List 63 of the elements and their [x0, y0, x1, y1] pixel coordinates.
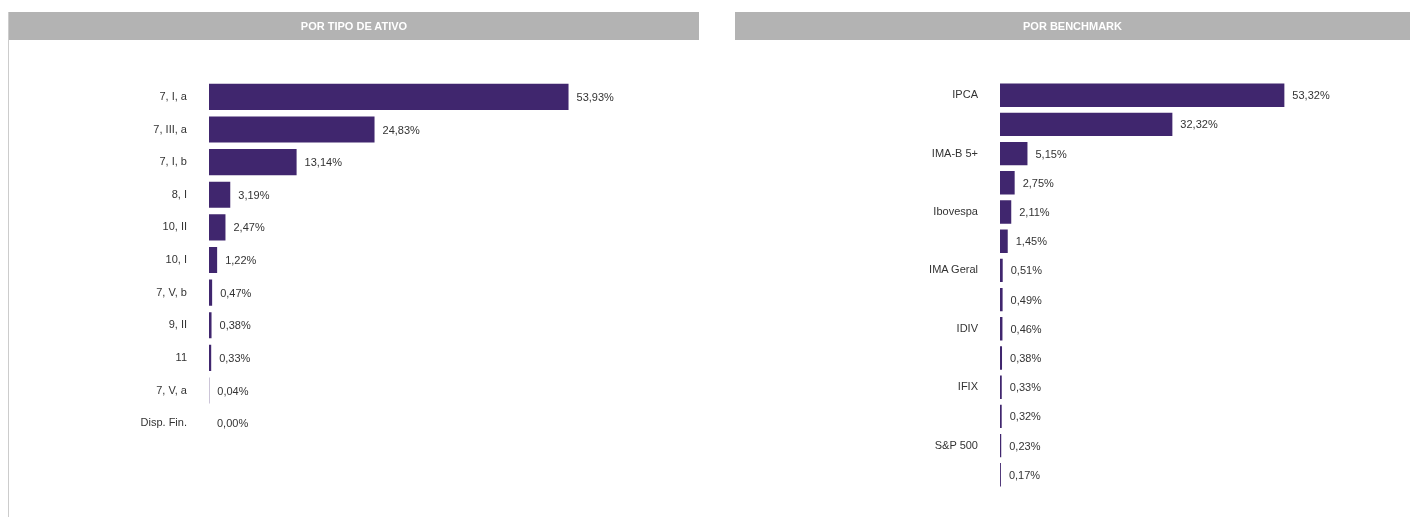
y-tick-label: Ibovespa	[933, 205, 979, 218]
data-label: 0,47%	[220, 286, 252, 299]
y-tick-label: IDIV	[956, 321, 979, 334]
bar	[1000, 258, 1003, 283]
y-tick-label: 10, I	[165, 253, 187, 266]
data-label: 0,38%	[219, 319, 251, 332]
y-tick-label: 11	[175, 350, 187, 363]
bar	[209, 149, 297, 176]
y-tick-label: 7, III, a	[153, 122, 188, 135]
bar	[209, 116, 375, 143]
data-label: 32,32%	[1180, 118, 1218, 131]
y-tick-label: 10, II	[162, 220, 187, 233]
data-label: 0,49%	[1010, 293, 1043, 306]
bar	[1000, 112, 1173, 137]
data-label: 2,47%	[233, 221, 265, 234]
y-tick-label: S&P 500	[934, 438, 978, 451]
chart-title: POR TIPO DE ATIVO	[9, 12, 699, 40]
data-label: 24,83%	[382, 123, 421, 136]
bar	[209, 344, 212, 371]
data-label: 0,38%	[1010, 352, 1042, 365]
data-label: 13,14%	[304, 156, 343, 169]
bar	[1000, 346, 1003, 370]
bar	[209, 214, 226, 241]
data-label: 0,32%	[1009, 410, 1042, 423]
bar	[1000, 287, 1003, 312]
data-label: 53,93%	[576, 90, 615, 103]
y-tick-label: 8, I	[171, 187, 187, 200]
data-label: 0,33%	[219, 351, 251, 364]
data-label: 0,33%	[1009, 381, 1042, 394]
bar	[209, 279, 213, 306]
bar	[209, 83, 569, 110]
data-label: 0,17%	[1008, 468, 1041, 481]
data-label: 2,11%	[1019, 206, 1050, 219]
data-label: 0,51%	[1010, 264, 1043, 277]
bar	[209, 312, 212, 339]
data-label: 2,75%	[1022, 176, 1055, 189]
bar	[209, 181, 231, 208]
y-tick-label: IPCA	[952, 88, 979, 101]
y-tick-label: IFIX	[957, 380, 979, 393]
y-tick-label: 7, V, b	[156, 285, 187, 298]
y-tick-label: IMA Geral	[929, 263, 978, 276]
bar	[1000, 229, 1008, 253]
y-tick-label: IMA-B 5+	[931, 146, 978, 159]
y-tick-label: 9, II	[168, 318, 187, 331]
data-label: 0,04%	[217, 384, 249, 397]
data-label: 1,45%	[1015, 235, 1048, 248]
bar	[1000, 141, 1028, 166]
data-label: 0,00%	[217, 417, 249, 430]
bar	[1000, 171, 1015, 195]
chart-title: POR BENCHMARK	[735, 12, 1410, 40]
bar	[1000, 200, 1012, 224]
data-label: 1,22%	[225, 254, 257, 267]
data-label: 3,19%	[238, 188, 270, 201]
y-tick-label: 7, I, a	[159, 89, 188, 102]
data-label: 53,32%	[1292, 89, 1330, 102]
data-label: 0,23%	[1009, 439, 1041, 452]
data-label: 5,15%	[1035, 147, 1067, 160]
y-tick-label: Disp. Fin.	[140, 416, 187, 429]
y-tick-label: 7, V, a	[156, 383, 188, 396]
data-label: 0,46%	[1010, 322, 1042, 335]
bar	[209, 246, 218, 274]
y-tick-label: 7, I, b	[159, 155, 187, 168]
bar	[1000, 83, 1285, 107]
